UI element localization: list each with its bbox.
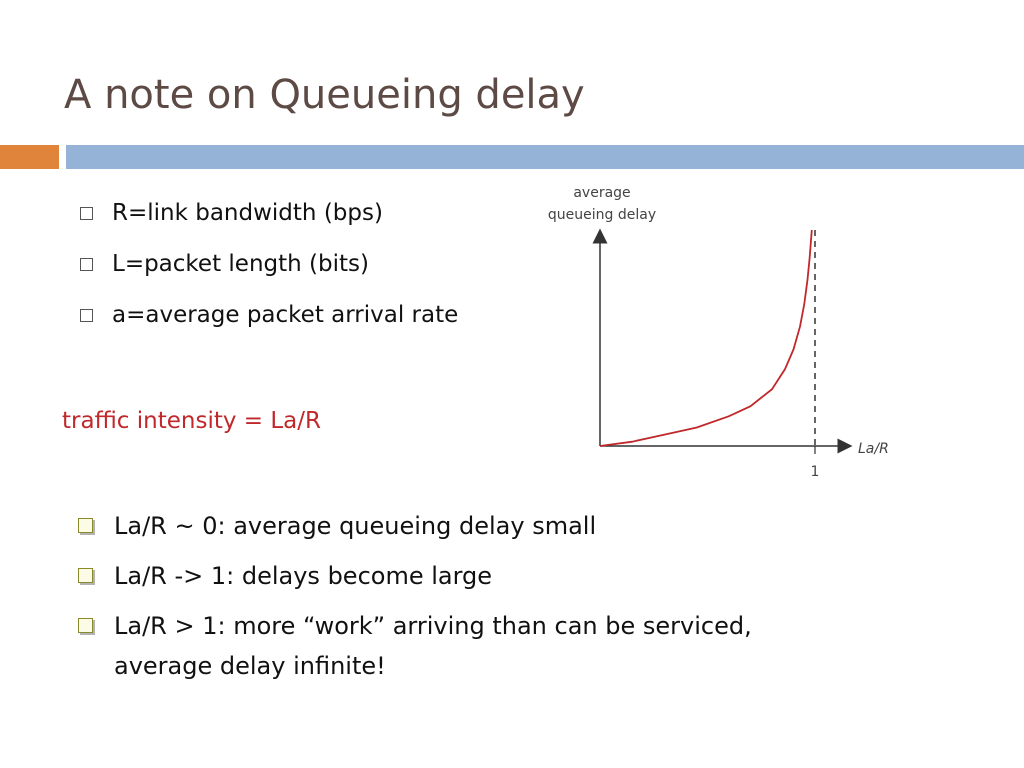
box-bullet-icon: [78, 518, 93, 533]
list-item: La/R ~ 0: average queueing delay small: [76, 506, 776, 546]
title-divider-bar: [66, 145, 1024, 169]
x-axis-label: La/R: [858, 441, 889, 457]
notes-list: La/R ~ 0: average queueing delay small L…: [76, 506, 776, 696]
square-bullet-icon: [80, 258, 93, 271]
note-text: La/R > 1: more “work” arriving than can …: [114, 612, 752, 680]
box-bullet-icon: [78, 568, 93, 583]
list-item: a=average packet arrival rate: [76, 295, 516, 335]
definition-text: R=link bandwidth (bps): [112, 200, 383, 226]
y-axis-label-line-2: queueing delay: [548, 207, 656, 223]
list-item: La/R -> 1: delays become large: [76, 556, 776, 596]
box-bullet-icon: [78, 618, 93, 633]
list-item: L=packet length (bits): [76, 244, 516, 284]
traffic-intensity-formula: traffic intensity = La/R: [62, 408, 322, 434]
note-text: La/R ~ 0: average queueing delay small: [114, 512, 597, 540]
slide-title: A note on Queueing delay: [64, 72, 585, 118]
queueing-delay-chart: average queueing delay La/R 1: [548, 185, 889, 480]
x-tick-label: 1: [811, 464, 820, 480]
series-line: [599, 229, 813, 447]
square-bullet-icon: [80, 309, 93, 322]
definition-text: a=average packet arrival rate: [112, 302, 459, 328]
y-axis-label-line-1: average: [573, 185, 630, 201]
title-accent-bar: [0, 145, 59, 169]
definition-text: L=packet length (bits): [112, 251, 369, 277]
list-item: R=link bandwidth (bps): [76, 193, 516, 233]
square-bullet-icon: [80, 207, 93, 220]
definitions-list: R=link bandwidth (bps) L=packet length (…: [76, 193, 516, 346]
list-item: La/R > 1: more “work” arriving than can …: [76, 606, 776, 686]
note-text: La/R -> 1: delays become large: [114, 562, 493, 590]
